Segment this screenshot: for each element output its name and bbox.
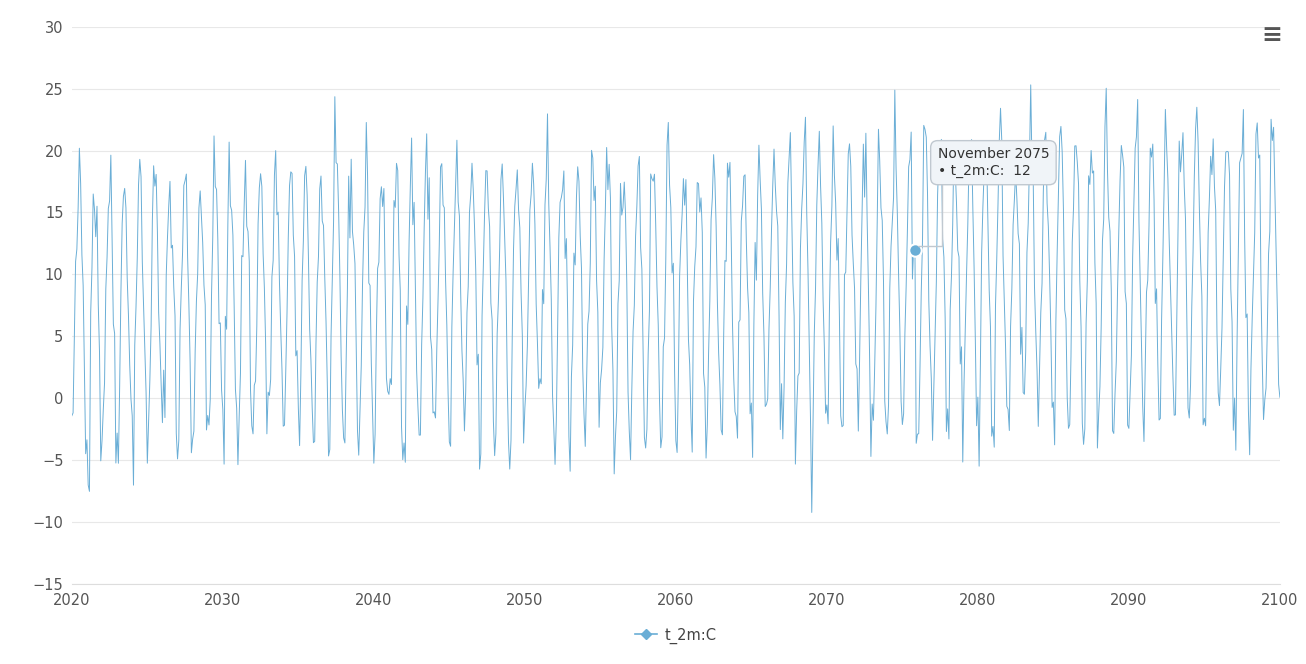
Legend: t_2m:C: t_2m:C bbox=[629, 622, 722, 649]
Text: ≡: ≡ bbox=[1262, 23, 1282, 47]
Text: November 2075
• t_2m:C:  12: November 2075 • t_2m:C: 12 bbox=[938, 147, 1049, 178]
